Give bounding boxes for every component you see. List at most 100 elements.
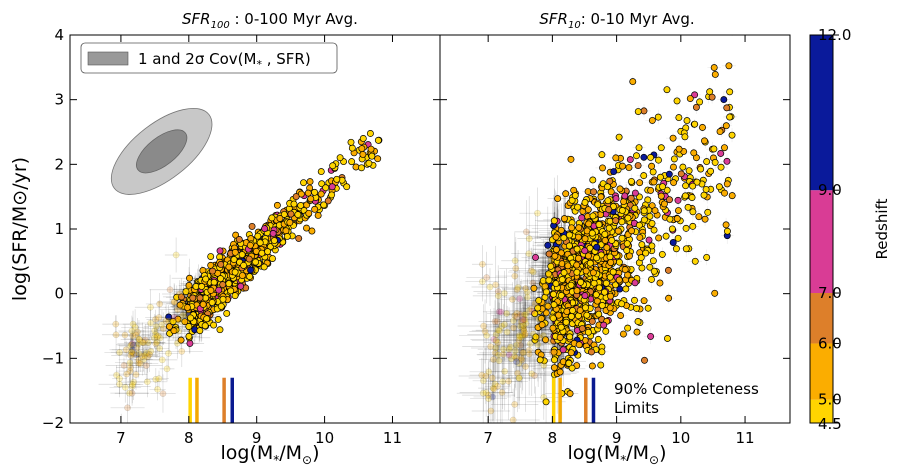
data-point xyxy=(140,339,147,347)
data-point xyxy=(185,332,193,340)
data-point xyxy=(156,334,164,342)
data-point xyxy=(166,286,174,293)
data-point xyxy=(270,237,278,245)
data-point xyxy=(158,321,166,328)
data-point xyxy=(127,342,134,350)
data-point xyxy=(273,201,281,209)
data-point xyxy=(123,370,130,378)
data-point xyxy=(254,232,262,240)
data-point xyxy=(128,348,135,356)
data-point xyxy=(140,356,147,363)
data-point xyxy=(113,371,120,379)
data-point xyxy=(231,248,239,256)
data-point xyxy=(219,295,227,303)
data-point xyxy=(165,350,172,357)
data-point xyxy=(333,175,341,183)
data-point xyxy=(328,183,336,191)
y-axis-label: log(SFR/M⊙/yr) xyxy=(9,157,31,301)
data-point xyxy=(130,350,138,358)
data-point xyxy=(304,189,312,197)
data-point xyxy=(132,371,140,378)
data-point xyxy=(247,266,255,274)
data-point xyxy=(305,209,313,217)
data-point xyxy=(133,344,141,352)
data-point xyxy=(147,319,154,327)
y-tick-label: −1 xyxy=(42,349,64,367)
data-point xyxy=(336,154,344,162)
data-point xyxy=(116,381,123,388)
data-point xyxy=(203,315,211,323)
data-point xyxy=(112,331,120,339)
data-point xyxy=(207,253,215,260)
data-point xyxy=(322,184,330,192)
data-point xyxy=(170,299,178,306)
data-point xyxy=(184,311,192,318)
data-point xyxy=(128,389,136,397)
legend-label: 1 and 2σ Cov(M* , SFR) xyxy=(138,50,311,71)
data-point xyxy=(374,136,382,144)
data-point xyxy=(207,286,215,294)
data-point xyxy=(174,340,181,347)
data-point xyxy=(216,247,224,255)
completeness-limits-sfr100 xyxy=(188,377,235,423)
data-point xyxy=(112,320,120,328)
data-point xyxy=(276,215,284,222)
data-point xyxy=(365,159,373,167)
data-point xyxy=(116,375,123,382)
data-point xyxy=(268,214,276,222)
panel-sfr10: 7 8 9 10 11 SFR10: 0-10 Myr Avg. log(M*/M⊙) … xyxy=(439,10,791,467)
data-point xyxy=(169,318,177,325)
data-point xyxy=(170,327,178,335)
panel-sfr100: 7 8 9 10 11 −2 −1 0 1 2 3 4 SFR100 : 0-100 Myr Avg.… xyxy=(9,10,441,467)
data-point xyxy=(374,155,382,163)
data-point xyxy=(308,227,316,235)
data-point xyxy=(129,340,136,347)
data-point xyxy=(135,350,143,357)
data-point xyxy=(135,335,143,343)
x-tick-label: 10 xyxy=(315,429,334,447)
data-point xyxy=(151,334,158,342)
data-point xyxy=(139,352,146,360)
x-axis-label-sfr100: log(M*/M⊙) xyxy=(220,442,319,467)
y-tick-label: 4 xyxy=(54,26,64,44)
data-point xyxy=(152,316,159,323)
data-point xyxy=(181,318,189,326)
data-point xyxy=(182,288,190,296)
data-point xyxy=(348,158,356,166)
data-point xyxy=(126,359,134,366)
data-point xyxy=(133,351,140,359)
data-point xyxy=(176,301,184,309)
data-point xyxy=(217,260,225,268)
data-point xyxy=(358,145,366,153)
x-tick-label: 7 xyxy=(116,429,126,447)
data-point xyxy=(171,298,178,306)
data-point xyxy=(122,384,129,391)
data-point xyxy=(179,312,187,319)
data-point xyxy=(120,362,128,369)
points-sfr100 xyxy=(112,130,383,412)
data-point xyxy=(159,390,167,397)
data-point xyxy=(192,282,200,290)
data-point xyxy=(286,219,294,226)
data-point xyxy=(147,303,154,311)
data-point xyxy=(216,326,224,334)
data-point xyxy=(217,275,224,283)
data-point xyxy=(177,336,185,344)
data-point xyxy=(132,331,140,339)
data-point xyxy=(126,364,134,371)
data-point xyxy=(232,231,240,239)
data-point xyxy=(358,164,365,172)
data-point xyxy=(230,256,238,263)
data-point xyxy=(179,304,187,311)
data-point xyxy=(329,162,337,170)
data-point xyxy=(185,323,193,330)
data-point xyxy=(184,285,191,293)
data-point xyxy=(134,328,141,336)
data-point xyxy=(287,210,295,218)
data-point xyxy=(343,183,351,191)
data-point xyxy=(128,348,136,356)
data-point xyxy=(153,333,161,341)
data-point xyxy=(143,349,150,357)
data-point xyxy=(317,190,325,198)
data-point xyxy=(282,227,290,235)
